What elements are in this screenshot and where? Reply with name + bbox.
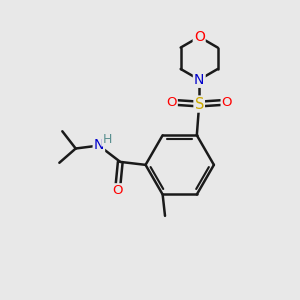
Text: H: H: [103, 133, 112, 146]
Text: O: O: [194, 30, 205, 44]
Text: N: N: [194, 73, 204, 87]
Text: N: N: [94, 138, 104, 152]
Text: O: O: [166, 96, 177, 109]
Text: O: O: [222, 96, 232, 109]
Text: O: O: [112, 184, 123, 197]
Text: S: S: [194, 97, 204, 112]
Text: N: N: [194, 73, 204, 87]
